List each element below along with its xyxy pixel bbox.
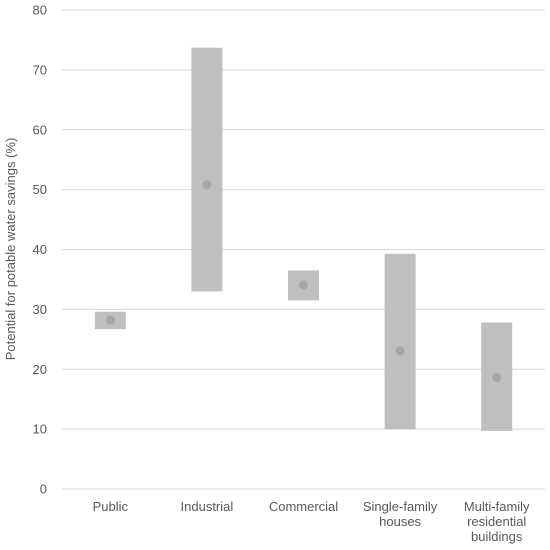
x-category-label-line: Industrial <box>181 499 234 514</box>
y-tick-label: 20 <box>33 362 47 377</box>
y-tick-label: 40 <box>33 242 47 257</box>
y-tick-label: 10 <box>33 422 47 437</box>
mean-markers <box>105 180 502 383</box>
x-axis-labels: Public Industrial Commercial Single-family h… <box>93 499 530 544</box>
range-bar <box>384 253 416 430</box>
y-tick-label: 70 <box>33 62 47 77</box>
gridlines <box>62 9 545 490</box>
x-category-label: Multi-family residential buildings <box>464 499 530 544</box>
x-category-label: Commercial <box>269 499 338 514</box>
mean-marker <box>105 315 115 325</box>
x-category-label: Single-family houses <box>363 499 438 529</box>
range-bar <box>191 47 223 292</box>
x-category-label-line: buildings <box>471 529 523 544</box>
x-category-label: Public <box>93 499 129 514</box>
x-category-label: Industrial <box>181 499 234 514</box>
x-category-label-line: Multi-family <box>464 499 530 514</box>
mean-marker <box>492 373 502 383</box>
y-axis-ticks: 0 10 20 30 40 50 60 70 80 <box>33 3 47 497</box>
y-tick-label: 30 <box>33 302 47 317</box>
y-tick-label: 80 <box>33 3 47 18</box>
mean-marker <box>299 280 308 290</box>
x-category-label-line: Public <box>93 499 129 514</box>
y-tick-label: 50 <box>33 182 47 197</box>
x-category-label-line: Single-family <box>363 499 438 514</box>
x-category-label-line: Commercial <box>269 499 338 514</box>
x-category-label-line: residential <box>467 514 526 529</box>
y-tick-label: 0 <box>40 482 47 497</box>
y-axis-title: Potential for potable water savings (%) <box>3 138 18 361</box>
range-bars <box>94 47 513 431</box>
mean-marker <box>202 180 212 190</box>
x-category-label-line: houses <box>379 514 421 529</box>
mean-marker <box>395 346 405 356</box>
y-tick-label: 60 <box>33 122 47 137</box>
